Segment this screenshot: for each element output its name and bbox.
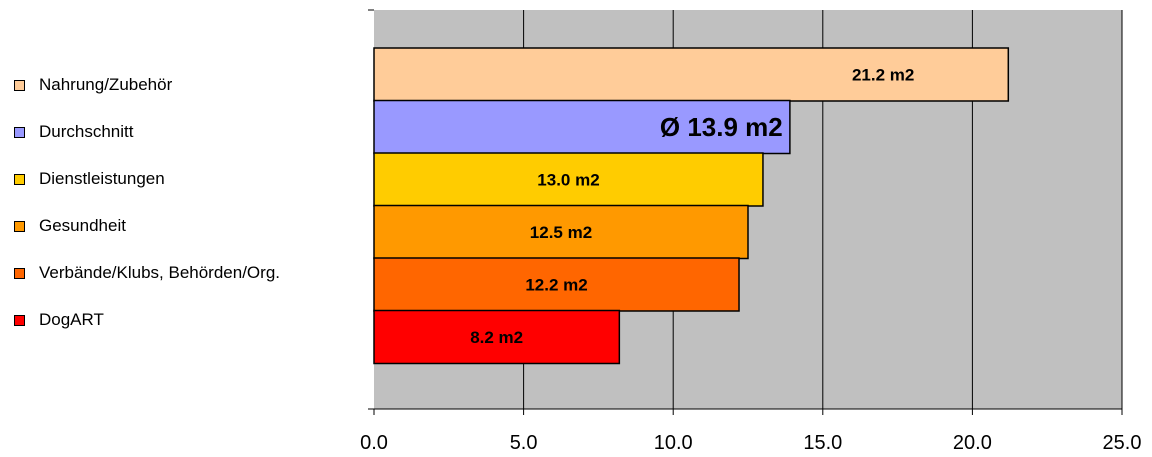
data-label: 21.2 m2 (852, 66, 914, 85)
bar (373, 204, 749, 260)
bar (373, 257, 740, 312)
data-label: 12.5 m2 (530, 223, 592, 242)
legend-swatch (14, 268, 25, 279)
bar (373, 47, 1010, 102)
x-tick-label: 10.0 (654, 432, 693, 454)
data-label: 12.2 m2 (525, 276, 587, 295)
data-label: Ø 13.9 m2 (660, 112, 783, 142)
legend-swatch (14, 315, 25, 326)
x-tick-label: 20.0 (953, 432, 992, 454)
legend-swatch (14, 174, 25, 185)
legend-label: DogART (39, 310, 104, 329)
x-tick-label: 0.0 (360, 432, 388, 454)
legend-swatch (14, 80, 25, 91)
legend-swatch (14, 221, 25, 232)
legend-swatch (14, 127, 25, 138)
legend-label: Dienstleistungen (39, 169, 165, 188)
legend-label: Nahrung/Zubehör (39, 75, 173, 94)
data-label: 8.2 m2 (470, 328, 523, 347)
x-tick-label: 5.0 (510, 432, 538, 454)
x-tick-label: 25.0 (1103, 432, 1142, 454)
bar (373, 309, 621, 365)
legend-label: Durchschnitt (39, 122, 134, 141)
legend-label: Verbände/Klubs, Behörden/Org. (39, 263, 280, 282)
data-label: 13.0 m2 (537, 171, 599, 190)
x-tick-label: 15.0 (803, 432, 842, 454)
legend-label: Gesundheit (39, 216, 126, 235)
